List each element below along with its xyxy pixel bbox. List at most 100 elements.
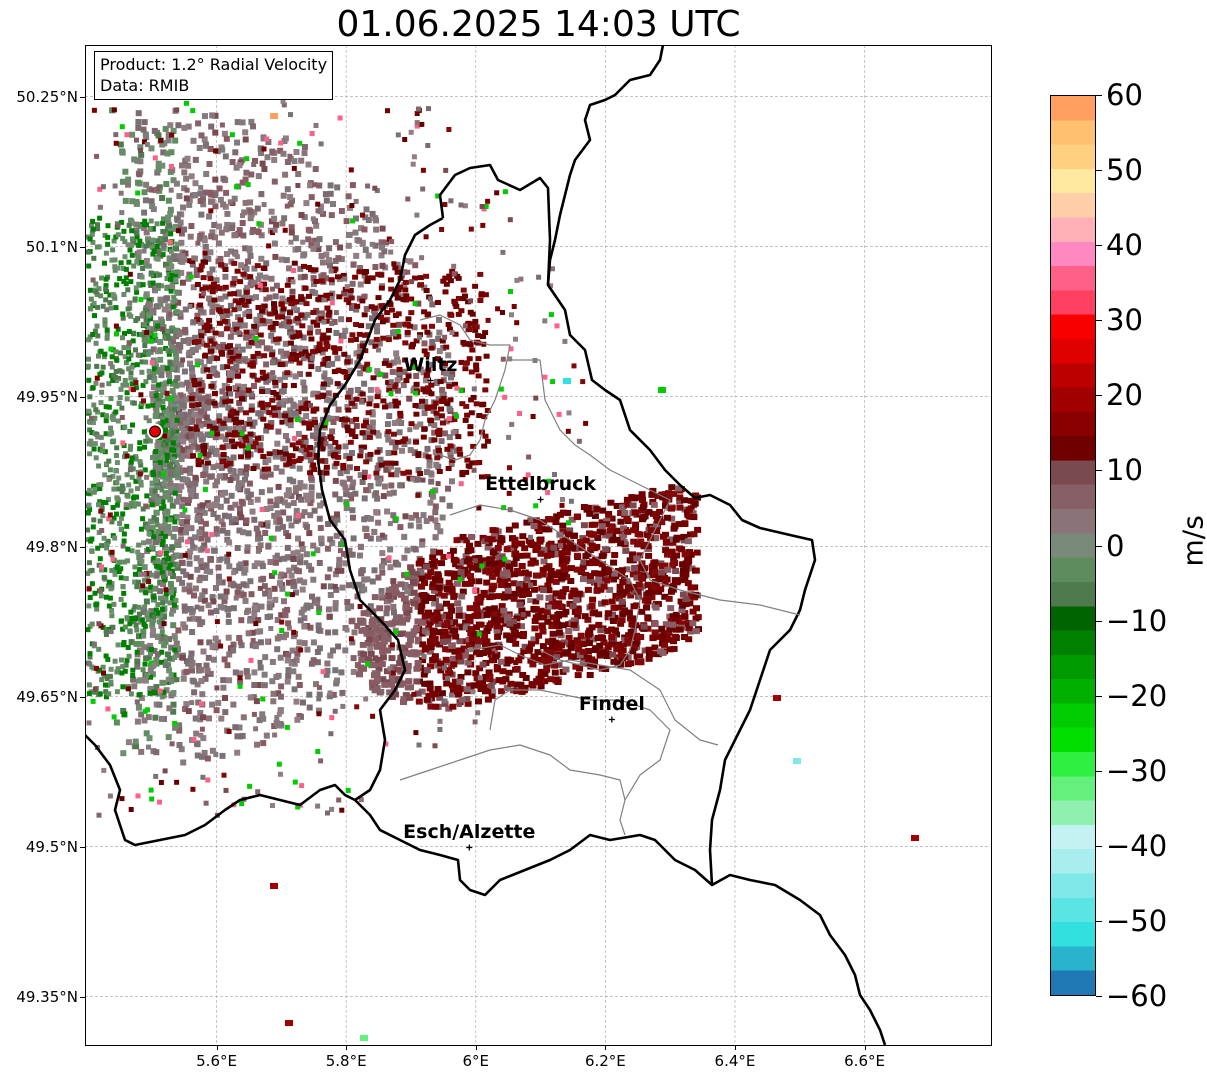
radar-pixel: [634, 541, 642, 548]
radar-pixel: [421, 404, 428, 410]
radar-pixel: [277, 449, 283, 455]
radar-pixel: [318, 203, 324, 210]
radar-pixel: [127, 428, 133, 434]
radar-pixel: [130, 422, 135, 428]
radar-pixel: [343, 505, 350, 511]
radar-pixel: [364, 640, 372, 646]
radar-pixel: [94, 606, 100, 612]
radar-pixel: [173, 180, 180, 187]
radar-pixel: [681, 634, 688, 640]
radar-pixel: [286, 453, 293, 459]
radar-pixel: [160, 445, 166, 451]
radar-pixel: [359, 239, 366, 246]
radar-pixel: [271, 585, 278, 592]
radar-pixel: [162, 236, 168, 243]
radar-pixel: [436, 577, 444, 584]
radar-pixel: [388, 307, 395, 313]
radar-pixel: [611, 614, 619, 621]
radar-pixel: [259, 711, 266, 718]
radar-pixel: [137, 158, 144, 165]
radar-pixel: [331, 369, 338, 375]
radar-pixel: [297, 456, 304, 462]
map-area[interactable]: [85, 45, 992, 1045]
radar-pixel: [283, 433, 289, 439]
radar-pixel: [86, 408, 92, 414]
radar-pixel: [232, 348, 239, 355]
radar-pixel: [223, 226, 230, 233]
radar-pixel: [173, 245, 179, 252]
radar-pixel: [332, 491, 339, 498]
radar-pixel: [412, 571, 420, 578]
radar-pixel: [290, 555, 297, 562]
radar-pixel: [262, 287, 269, 293]
radar-pixel: [248, 118, 255, 125]
radar-pixel: [207, 609, 214, 616]
radar-pixel: [670, 556, 678, 563]
radar-pixel: [90, 385, 96, 390]
radar-pixel: [179, 447, 185, 454]
radar-pixel: [89, 430, 95, 436]
radar-pixel: [247, 215, 254, 222]
radar-pixel: [166, 705, 173, 712]
radar-pixel: [447, 603, 455, 610]
radar-pixel: [95, 304, 101, 310]
radar-pixel: [173, 598, 179, 603]
radar-pixel: [443, 680, 451, 687]
radar-pixel: [203, 342, 210, 348]
radar-pixel: [431, 587, 438, 594]
radar-pixel: [283, 529, 290, 536]
radar-pixel: [110, 377, 116, 383]
radar-pixel: [321, 373, 328, 380]
radar-pixel: [402, 287, 409, 293]
radar-pixel: [235, 373, 241, 379]
radar-pixel: [359, 430, 366, 436]
radar-pixel: [102, 449, 108, 455]
radar-pixel: [308, 359, 315, 366]
radar-pixel: [405, 438, 412, 445]
radar-pixel: [249, 372, 256, 378]
radar-pixel: [299, 417, 306, 424]
radar-pixel: [120, 486, 126, 492]
radar-pixel: [128, 488, 134, 494]
radar-pixel: [461, 638, 469, 645]
radar-pixel: [140, 506, 146, 512]
radar-pixel: [227, 416, 234, 423]
radar-pixel: [407, 584, 414, 590]
radar-pixel: [158, 623, 165, 629]
radar-pixel: [205, 255, 212, 262]
radar-pixel: [285, 487, 292, 494]
radar-pixel: [263, 361, 270, 368]
radar-pixel: [307, 445, 313, 450]
radar-pixel: [169, 502, 176, 509]
radar-pixel: [95, 545, 101, 551]
radar-pixel: [145, 236, 151, 243]
radar-pixel: [242, 434, 249, 440]
radar-pixel: [153, 517, 160, 524]
radar-pixel: [153, 572, 160, 579]
radar-pixel: [142, 352, 148, 358]
radar-pixel: [118, 596, 124, 602]
radar-pixel: [232, 149, 239, 156]
radar-pixel: [650, 510, 657, 517]
radar-pixel: [462, 293, 468, 299]
radar-pixel: [194, 752, 201, 759]
radar-pixel: [286, 476, 293, 483]
radar-pixel: [198, 132, 205, 139]
radar-pixel: [176, 742, 183, 748]
radar-pixel: [115, 326, 121, 332]
radar-pixel: [343, 375, 350, 380]
radar-pixel: [505, 669, 513, 676]
radar-pixel: [467, 431, 474, 437]
radar-pixel: [402, 340, 409, 346]
radar-pixel: [150, 455, 155, 460]
radar-pixel: [511, 590, 519, 597]
radar-pixel: [288, 572, 295, 579]
radar-pixel: [394, 269, 401, 275]
radar-pixel: [222, 153, 229, 160]
radar-pixel: [122, 424, 128, 430]
radar-pixel: [154, 510, 160, 516]
radar-pixel: [174, 447, 181, 454]
radar-pixel: [231, 232, 238, 239]
radar-pixel: [318, 294, 324, 300]
radar-pixel: [418, 688, 426, 695]
